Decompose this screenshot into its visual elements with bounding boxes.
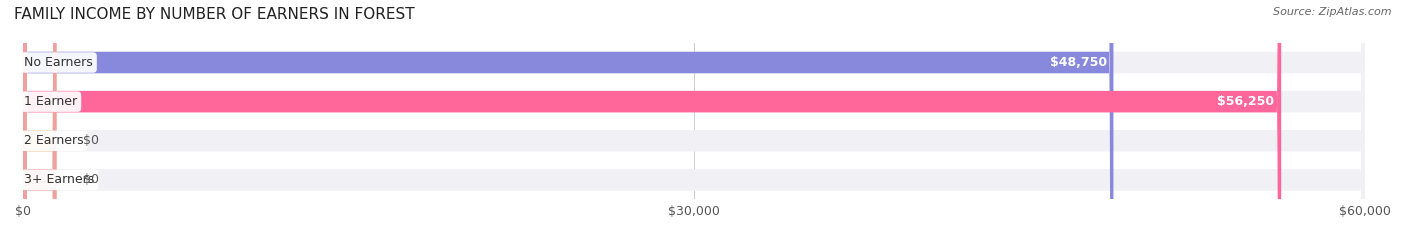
FancyBboxPatch shape [22, 0, 1365, 233]
Text: $0: $0 [83, 134, 100, 147]
FancyBboxPatch shape [22, 0, 1365, 233]
Text: 1 Earner: 1 Earner [24, 95, 77, 108]
Text: 3+ Earners: 3+ Earners [24, 173, 94, 186]
Text: FAMILY INCOME BY NUMBER OF EARNERS IN FOREST: FAMILY INCOME BY NUMBER OF EARNERS IN FO… [14, 7, 415, 22]
Text: $48,750: $48,750 [1050, 56, 1107, 69]
Text: $56,250: $56,250 [1218, 95, 1274, 108]
Text: No Earners: No Earners [24, 56, 93, 69]
FancyBboxPatch shape [22, 0, 1365, 233]
Text: Source: ZipAtlas.com: Source: ZipAtlas.com [1274, 7, 1392, 17]
FancyBboxPatch shape [22, 0, 1281, 233]
FancyBboxPatch shape [22, 0, 56, 233]
FancyBboxPatch shape [22, 0, 1114, 233]
Text: $0: $0 [83, 173, 100, 186]
FancyBboxPatch shape [22, 0, 56, 233]
Text: 2 Earners: 2 Earners [24, 134, 84, 147]
FancyBboxPatch shape [22, 0, 1365, 233]
